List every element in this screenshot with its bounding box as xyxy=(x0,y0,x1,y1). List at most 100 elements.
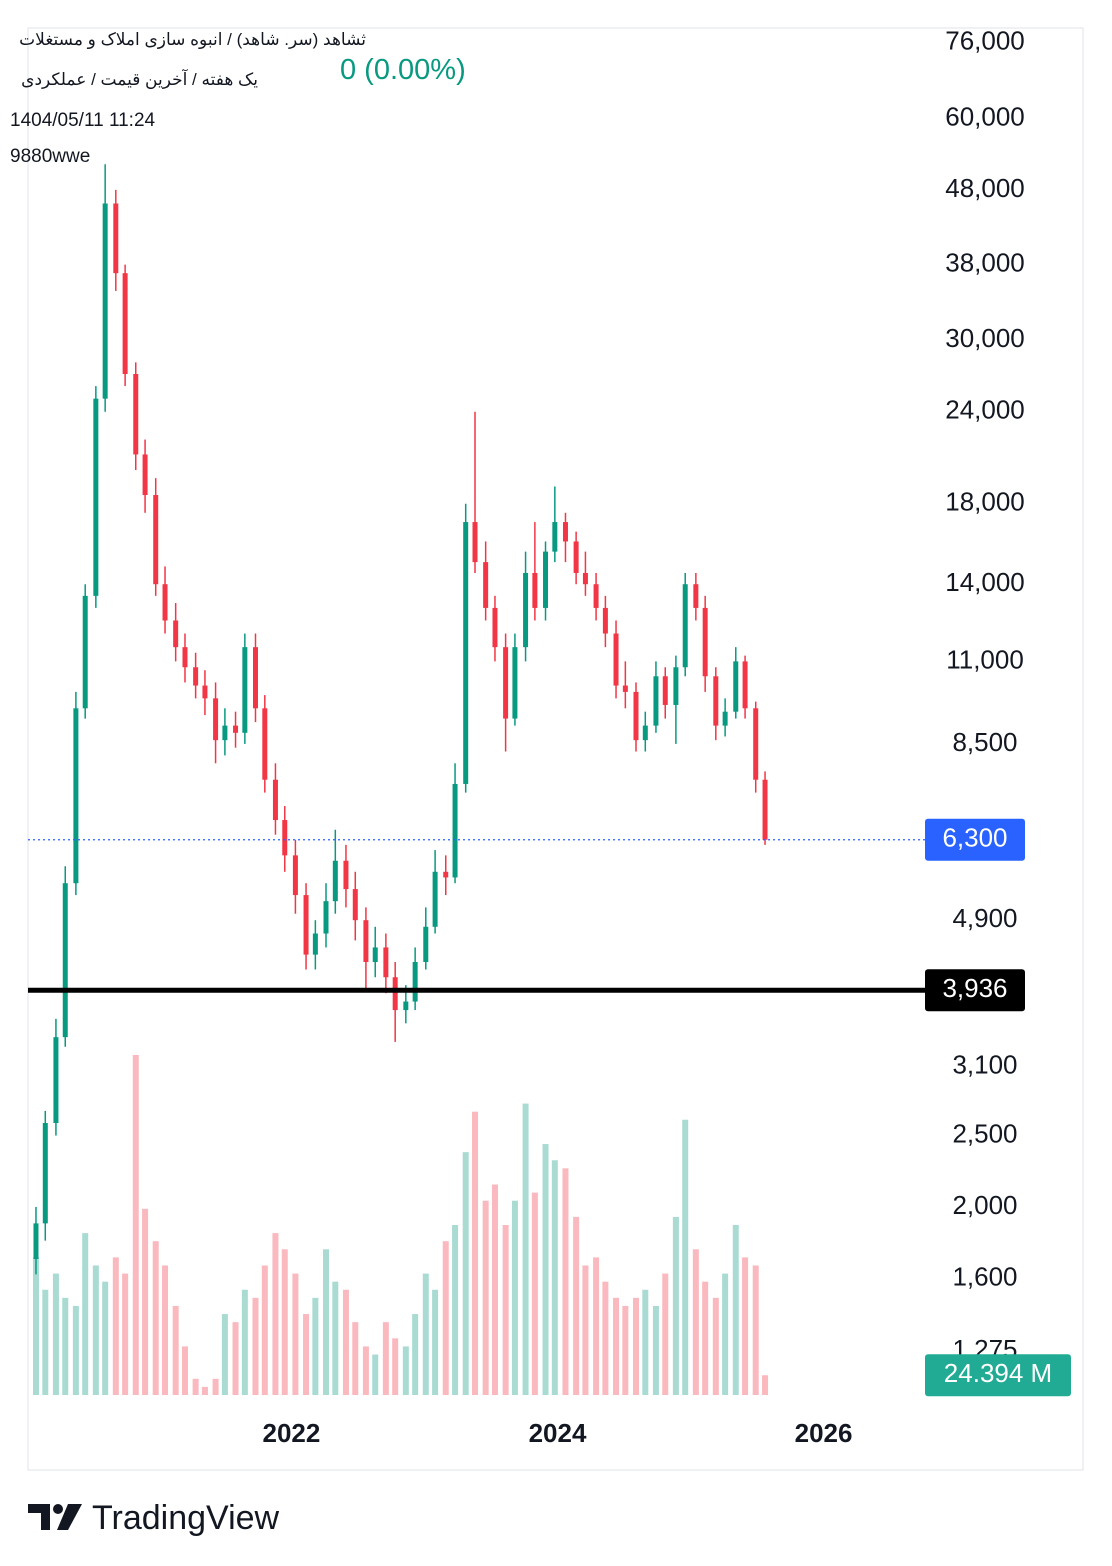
volume-bar xyxy=(531,1192,538,1395)
candle-body xyxy=(593,584,599,608)
volume-bar xyxy=(511,1200,518,1395)
volume-bar xyxy=(502,1225,509,1395)
volume-bar xyxy=(412,1314,419,1395)
candle-body xyxy=(303,895,309,955)
candle-body xyxy=(532,572,538,608)
y-tick-label: 76,000 xyxy=(945,26,1025,56)
volume-bar xyxy=(92,1265,99,1395)
volume-bar xyxy=(482,1200,489,1395)
candle-body xyxy=(82,595,88,709)
volume-label-box xyxy=(925,1354,1071,1397)
brand: TradingView xyxy=(92,1499,280,1537)
candle-body xyxy=(193,667,199,686)
candle-body xyxy=(452,783,458,878)
candle-body xyxy=(552,522,558,552)
volume-bar xyxy=(551,1160,558,1395)
y-tick-label: 4,900 xyxy=(952,903,1017,933)
volume-bar xyxy=(102,1281,109,1395)
volume-bar xyxy=(292,1273,299,1395)
candle-body xyxy=(613,633,619,686)
y-tick-label: 2,000 xyxy=(952,1190,1017,1220)
candle-body xyxy=(222,725,228,741)
volume-bar xyxy=(382,1322,389,1395)
candle-body xyxy=(202,685,208,699)
candle-body xyxy=(602,607,608,634)
volume-bar xyxy=(323,1249,330,1395)
volume-bar xyxy=(593,1257,600,1395)
volume-bar xyxy=(52,1273,59,1395)
candle-body xyxy=(653,676,659,726)
volume-bar xyxy=(392,1338,399,1395)
volume-bar xyxy=(442,1241,449,1395)
volume-bar xyxy=(462,1152,469,1395)
volume-bar xyxy=(232,1322,239,1395)
volume-bar xyxy=(212,1378,219,1395)
volume-bar xyxy=(172,1305,179,1395)
change: 0 (0.00%) xyxy=(340,54,466,86)
y-tick-label: 38,000 xyxy=(945,248,1025,278)
candle-body xyxy=(682,584,688,668)
candle-body xyxy=(252,647,258,709)
logo xyxy=(28,1504,82,1530)
volume-bar xyxy=(732,1225,739,1395)
price-label-box xyxy=(925,969,1025,1012)
candle-body xyxy=(162,584,168,621)
y-tick-label: 14,000 xyxy=(945,567,1025,597)
volume-bar xyxy=(602,1281,609,1395)
x-tick-label: 2026 xyxy=(795,1418,853,1448)
volume-bar xyxy=(181,1346,188,1395)
candle-body xyxy=(483,562,489,608)
volume-bar xyxy=(752,1265,759,1395)
user: 9880wwe xyxy=(10,146,91,167)
volume-bar xyxy=(622,1305,629,1395)
volume-bar xyxy=(72,1305,79,1395)
volume-bar xyxy=(132,1055,139,1395)
candle-body xyxy=(262,708,268,780)
volume-bar xyxy=(642,1289,649,1395)
volume-bar xyxy=(562,1168,569,1395)
volume-bar xyxy=(281,1249,288,1395)
volume-bar xyxy=(201,1386,208,1395)
candle-body xyxy=(42,1122,48,1224)
volume-bar xyxy=(352,1322,359,1395)
volume-bar xyxy=(472,1111,479,1395)
candle-body xyxy=(93,398,99,596)
volume-bar xyxy=(422,1273,429,1395)
candle-body xyxy=(673,667,679,705)
candle-body xyxy=(702,607,708,677)
candle-body xyxy=(142,454,148,496)
volume-bar xyxy=(192,1378,199,1395)
candle-body xyxy=(343,860,349,890)
candle-body xyxy=(372,947,378,962)
candle-body xyxy=(742,661,748,709)
candle-body xyxy=(432,871,438,927)
candle-body xyxy=(463,522,469,784)
chart-title: ثشاهد (سر. شاهد) / انبوه سازی املاک و مس… xyxy=(19,30,366,49)
volume-bar xyxy=(632,1297,639,1395)
candle-body xyxy=(492,607,498,648)
candle-body xyxy=(133,374,139,455)
volume-bar xyxy=(372,1354,379,1395)
candle-body xyxy=(153,495,159,585)
volume-bar xyxy=(122,1273,129,1395)
candle-body xyxy=(412,961,418,1002)
candle-body xyxy=(713,676,719,726)
candle-body xyxy=(272,779,278,821)
volume-bar xyxy=(722,1273,729,1395)
volume-bar xyxy=(362,1346,369,1395)
volume-bar xyxy=(342,1289,349,1395)
y-tick-label: 24,000 xyxy=(945,395,1025,425)
candle-body xyxy=(292,855,298,896)
candle-body xyxy=(722,711,728,726)
candle-body xyxy=(213,698,219,741)
volume-bar xyxy=(452,1225,459,1395)
volume-label: 24.394 M xyxy=(944,1358,1052,1388)
candle-body xyxy=(622,685,628,692)
volume-bar xyxy=(82,1233,89,1395)
volume-bar xyxy=(582,1265,589,1395)
candle-body xyxy=(182,647,188,668)
volume-bar xyxy=(613,1297,620,1395)
candle-body xyxy=(332,860,338,902)
y-tick-label: 30,000 xyxy=(945,323,1025,353)
volume-bar xyxy=(522,1103,529,1395)
